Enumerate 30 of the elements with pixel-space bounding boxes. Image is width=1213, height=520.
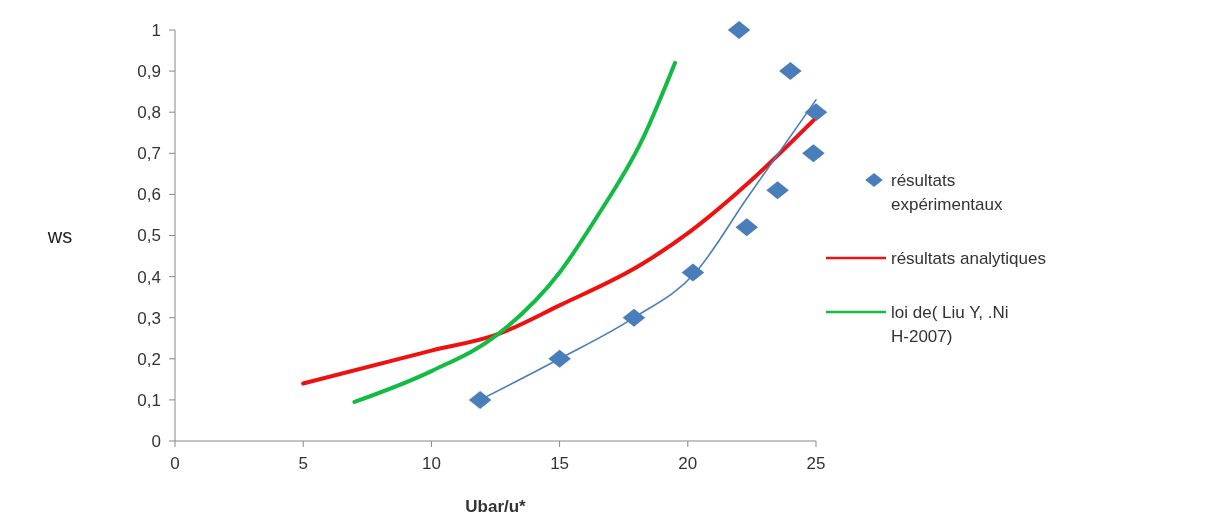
- y-tick-label: 1: [151, 20, 161, 40]
- x-tick-label: 25: [806, 454, 826, 473]
- y-tick-label: 0,2: [137, 349, 161, 369]
- y-tick-label: 0,5: [137, 226, 161, 246]
- point: [727, 21, 751, 39]
- line-series: [352, 60, 677, 404]
- point: [779, 62, 802, 81]
- x-axis-title: Ubar/u*: [465, 497, 527, 516]
- y-tick-label: 0,3: [137, 308, 161, 328]
- point: [735, 218, 759, 237]
- point: [802, 144, 825, 163]
- y-axis-title: ws: [46, 224, 73, 247]
- y-tick-label: 0,6: [137, 185, 161, 205]
- x-tick-label: 20: [678, 454, 698, 473]
- y-tick-label: 0,4: [137, 267, 161, 287]
- legend-label: loi de( Liu Y, .Ni H-2007): [891, 303, 1009, 346]
- y-tick-label: 0,9: [137, 62, 161, 82]
- x-tick-label: 0: [170, 454, 180, 473]
- y-tick-label: 0,7: [137, 144, 161, 164]
- point: [804, 103, 828, 122]
- x-tick-label: 10: [421, 454, 441, 473]
- point: [468, 390, 492, 409]
- x-tick-label: 5: [298, 454, 308, 473]
- point: [766, 181, 789, 200]
- y-tick-label: 0,1: [137, 390, 161, 410]
- legend-label: résultats analytiques: [891, 249, 1046, 268]
- legend-label: résultats expérimentaux: [891, 171, 1003, 214]
- x-tick-label: 15: [550, 454, 570, 473]
- y-tick-label: 0: [151, 431, 161, 451]
- y-tick-label: 0,8: [137, 103, 161, 123]
